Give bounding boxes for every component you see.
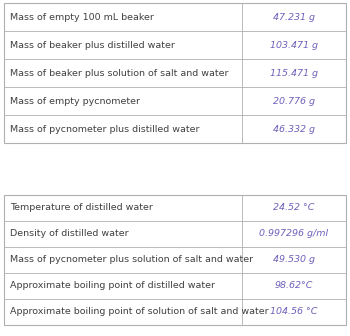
Text: Approximate boiling point of solution of salt and water: Approximate boiling point of solution of… (10, 307, 269, 317)
Text: 115.471 g: 115.471 g (270, 69, 318, 78)
Text: 103.471 g: 103.471 g (270, 41, 318, 49)
Text: 49.530 g: 49.530 g (273, 255, 315, 264)
Text: Mass of empty pycnometer: Mass of empty pycnometer (10, 96, 140, 106)
Text: Temperature of distilled water: Temperature of distilled water (10, 204, 153, 212)
Text: Mass of pycnometer plus distilled water: Mass of pycnometer plus distilled water (10, 125, 199, 133)
Text: 104.56 °C: 104.56 °C (270, 307, 317, 317)
Text: Approximate boiling point of distilled water: Approximate boiling point of distilled w… (10, 282, 215, 291)
Text: 47.231 g: 47.231 g (273, 12, 315, 22)
Text: Mass of pycnometer plus solution of salt and water: Mass of pycnometer plus solution of salt… (10, 255, 253, 264)
Text: Mass of beaker plus solution of salt and water: Mass of beaker plus solution of salt and… (10, 69, 229, 78)
Text: 46.332 g: 46.332 g (273, 125, 315, 133)
Bar (4, 3, 346, 143)
Text: Mass of empty 100 mL beaker: Mass of empty 100 mL beaker (10, 12, 154, 22)
Text: Density of distilled water: Density of distilled water (10, 229, 129, 239)
Text: 98.62°C: 98.62°C (275, 282, 313, 291)
Text: 20.776 g: 20.776 g (273, 96, 315, 106)
Text: 24.52 °C: 24.52 °C (273, 204, 315, 212)
Text: Mass of beaker plus distilled water: Mass of beaker plus distilled water (10, 41, 175, 49)
Bar (4, 195, 346, 325)
Text: 0.997296 g/ml: 0.997296 g/ml (259, 229, 328, 239)
